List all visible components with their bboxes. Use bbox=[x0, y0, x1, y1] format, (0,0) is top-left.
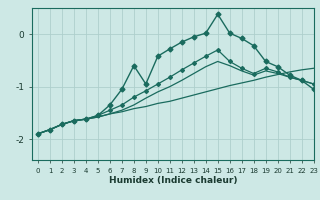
X-axis label: Humidex (Indice chaleur): Humidex (Indice chaleur) bbox=[108, 176, 237, 185]
